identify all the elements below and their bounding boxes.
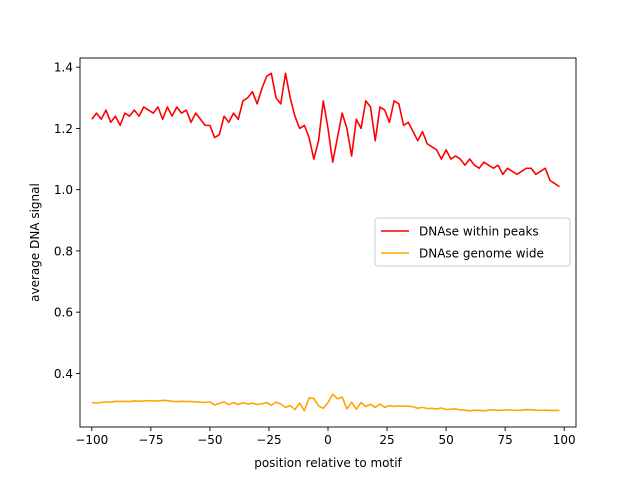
y-tick-label: 1.2 — [54, 122, 73, 136]
y-axis-label: average DNA signal — [28, 183, 42, 302]
x-axis-label: position relative to motif — [254, 456, 402, 470]
y-tick-label: 0.4 — [54, 367, 73, 381]
x-tick-label: 50 — [438, 433, 453, 447]
x-tick-label: 75 — [498, 433, 513, 447]
x-tick-label: 25 — [379, 433, 394, 447]
x-tick-label: −75 — [138, 433, 163, 447]
legend: DNAse within peaks DNAse genome wide — [374, 217, 571, 267]
x-tick-label: −25 — [256, 433, 281, 447]
x-tick-label: 0 — [324, 433, 332, 447]
y-tick-label: 1.4 — [54, 61, 73, 75]
series-line-2 — [91, 393, 560, 412]
series-line-1 — [91, 72, 560, 188]
ticks-layer: −100 −75 −50 −25 0 25 50 75 100 0.4 0.6 0.8 1.0 1.2 1.… — [54, 61, 576, 447]
y-tick-label: 0.6 — [54, 306, 73, 320]
y-tick-label: 0.8 — [54, 244, 73, 258]
x-tick-label: −50 — [197, 433, 222, 447]
x-tick-label: −100 — [75, 433, 108, 447]
y-tick-label: 1.0 — [54, 183, 73, 197]
legend-label-1: DNAse within peaks — [419, 225, 539, 239]
legend-label-2: DNAse genome wide — [419, 247, 544, 261]
lines-layer — [91, 72, 560, 412]
legend-box — [374, 217, 571, 267]
x-tick-label: 100 — [553, 433, 576, 447]
